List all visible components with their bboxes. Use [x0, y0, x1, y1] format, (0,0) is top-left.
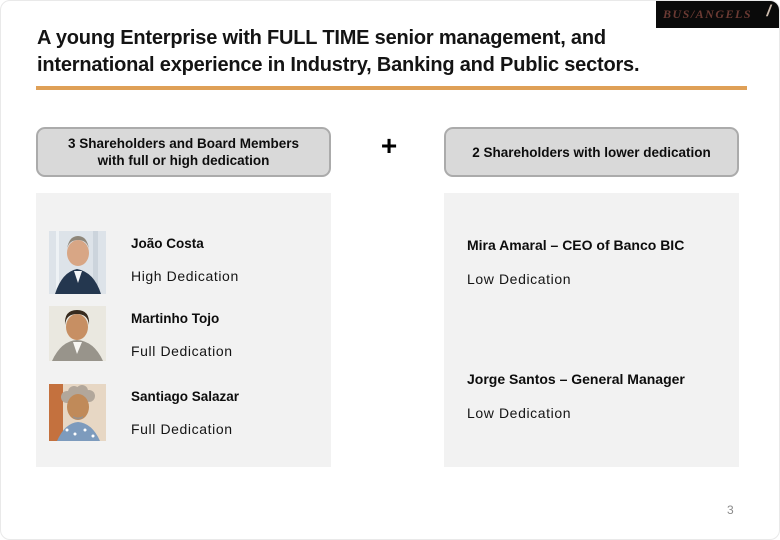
logo-text: BUS/ANGELS [663, 7, 753, 21]
right-group-header: 2 Shareholders with lower dedication [444, 127, 739, 177]
list-item: João Costa High Dedication [49, 231, 239, 294]
list-item: Martinho Tojo Full Dedication [49, 306, 233, 361]
left-group-panel: João Costa High Dedication Martinho Tojo… [36, 193, 331, 467]
page-number: 3 [727, 503, 734, 517]
logo-slash-icon: / [766, 3, 771, 20]
title-underline [36, 86, 747, 90]
member-dedication: Full Dedication [131, 421, 233, 437]
member-name: João Costa [131, 236, 204, 251]
list-item: Mira Amaral – CEO of Banco BIC Low Dedic… [467, 237, 684, 287]
martinho-tojo-photo [49, 306, 106, 361]
plus-sign: + [380, 130, 398, 161]
left-group-header: 3 Shareholders and Board Members with fu… [36, 127, 331, 177]
member-dedication: Low Dedication [467, 271, 572, 287]
logo: BUS/ANGELS / [656, 1, 779, 28]
member-dedication: Low Dedication [467, 405, 572, 421]
right-group-panel: Mira Amaral – CEO of Banco BIC Low Dedic… [444, 193, 739, 467]
member-dedication: High Dedication [131, 268, 239, 284]
santiago-salazar-photo [49, 384, 106, 441]
member-name: Santiago Salazar [131, 389, 240, 404]
list-item: Santiago Salazar Full Dedication [49, 384, 239, 441]
list-item: Jorge Santos – General Manager Low Dedic… [467, 371, 685, 421]
joao-costa-photo [49, 231, 106, 294]
page-title: A young Enterprise with FULL TIME senior… [37, 27, 640, 76]
member-name: Mira Amaral – CEO of Banco BIC [467, 237, 685, 253]
member-dedication: Full Dedication [131, 343, 233, 359]
member-name: Martinho Tojo [131, 311, 220, 326]
member-name: Jorge Santos – General Manager [467, 371, 685, 387]
